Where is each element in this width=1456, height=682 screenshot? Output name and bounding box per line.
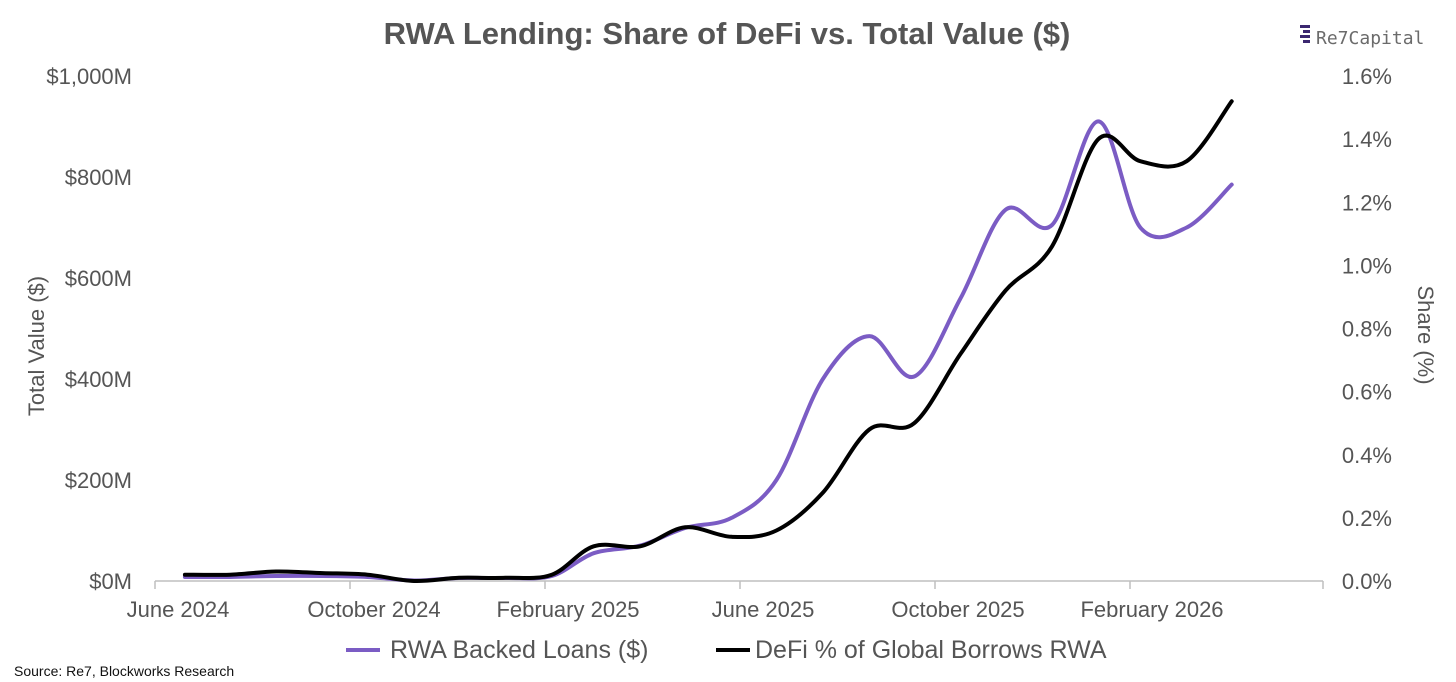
series-lines (182, 99, 1234, 584)
x-tick-label: October 2024 (307, 597, 440, 622)
y-left-tick-label: $800M (65, 165, 132, 190)
x-tick-label: February 2026 (1080, 597, 1223, 622)
brand-logo: Re7Capital (1300, 25, 1424, 49)
y-left-tick-label: $400M (65, 367, 132, 392)
y-right-tick-label: 1.2% (1342, 190, 1392, 215)
x-tick-label: October 2025 (891, 597, 1024, 622)
series-line-defi-share (182, 99, 1234, 584)
y-left-tick-label: $1,000M (46, 64, 132, 89)
brand-name-suffix: Capital (1349, 28, 1425, 49)
y-left-tick-labels: $0M $200M $400M $600M $800M $1,000M (46, 64, 132, 594)
y-right-tick-label: 0.2% (1342, 506, 1392, 531)
y-left-axis-title: Total Value ($) (24, 276, 49, 416)
legend: RWA Backed Loans ($) DeFi % of Global Bo… (346, 636, 1107, 664)
y-right-axis-title: Share (%) (1413, 285, 1438, 384)
y-left-tick-label: $600M (65, 266, 132, 291)
y-right-tick-label: 1.6% (1342, 64, 1392, 89)
y-left-tick-label: $0M (89, 569, 132, 594)
y-right-tick-label: 0.6% (1342, 380, 1392, 405)
x-tick-label: June 2024 (127, 597, 230, 622)
x-axis: June 2024 October 2024 February 2025 June 2… (127, 580, 1324, 622)
y-right-tick-label: 0.8% (1342, 317, 1392, 342)
chart-title: RWA Lending: Share of DeFi vs. Total Val… (384, 16, 1071, 51)
stacked-bars-logo-icon (1300, 25, 1310, 43)
brand-name-prefix: Re7 (1316, 28, 1349, 49)
source-note: Source: Re7, Blockworks Research (14, 663, 234, 679)
series-line-rwa-backed-loans (182, 119, 1234, 583)
legend-label-defi-share: DeFi % of Global Borrows RWA (755, 636, 1107, 664)
y-right-tick-label: 0.0% (1342, 569, 1392, 594)
y-right-tick-labels: 0.0% 0.2% 0.4% 0.6% 0.8% 1.0% 1.2% 1.4% 1.6% (1342, 64, 1392, 594)
y-right-tick-label: 1.4% (1342, 127, 1392, 152)
y-right-tick-label: 0.4% (1342, 443, 1392, 468)
x-tick-label: June 2025 (712, 597, 815, 622)
legend-label-rwa-backed-loans: RWA Backed Loans ($) (390, 636, 648, 664)
brand-name: Re7Capital (1316, 28, 1424, 49)
y-right-tick-label: 1.0% (1342, 253, 1392, 278)
y-left-tick-label: $200M (65, 468, 132, 493)
x-tick-label: February 2025 (496, 597, 639, 622)
